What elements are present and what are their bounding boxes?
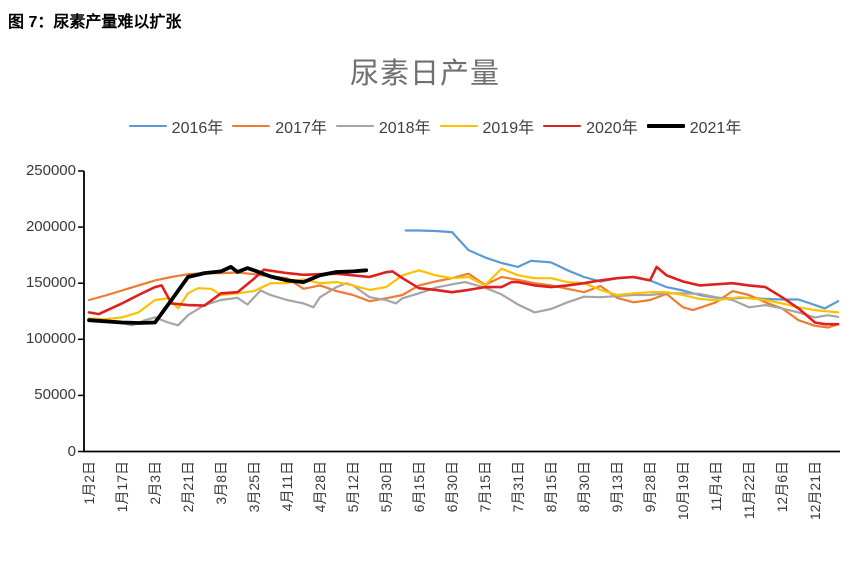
legend-label: 2018年	[378, 120, 431, 137]
x-axis-label: 5月30日	[378, 461, 394, 513]
legend-label: 2019年	[482, 120, 535, 137]
x-axis-label: 6月15日	[411, 461, 427, 513]
legend-item-2021年: 2021年	[646, 114, 742, 138]
x-axis-label: 4月11日	[279, 461, 295, 512]
x-axis-label: 9月28日	[642, 461, 658, 513]
figure-caption: 图 7：尿素产量难以扩张	[8, 14, 182, 31]
x-axis-label: 4月28日	[312, 461, 328, 513]
x-axis-label: 1月2日	[81, 461, 97, 505]
legend-item-2017年: 2017年	[232, 114, 327, 138]
legend-item-2020年: 2020年	[543, 114, 638, 138]
x-axis-label: 12月6日	[774, 461, 790, 513]
y-axis-label: 150000	[25, 274, 76, 292]
y-axis-label: 250000	[25, 162, 76, 179]
series-line-2021年	[87, 264, 369, 325]
x-axis-label: 8月30日	[576, 461, 592, 513]
legend-swatch	[543, 124, 582, 128]
x-axis-label: 9月13日	[609, 461, 625, 513]
series-line-2018年	[87, 281, 840, 327]
x-axis-label: 7月15日	[477, 461, 493, 513]
legend-label: 2016年	[171, 120, 224, 137]
x-axis-label: 2月3日	[147, 461, 163, 505]
legend-label: 2017年	[275, 120, 327, 137]
x-axis-label: 1月17日	[114, 461, 130, 513]
y-axis-label: 100000	[25, 330, 76, 348]
legend-label: 2020年	[586, 120, 638, 137]
x-axis-label: 3月25日	[246, 461, 262, 513]
x-axis-label: 8月15日	[543, 461, 559, 513]
chart-title: 尿素日产量	[349, 56, 500, 90]
x-axis-label: 11月4日	[708, 461, 724, 512]
legend-item-2016年: 2016年	[128, 114, 224, 138]
legend-swatch	[232, 124, 271, 128]
legend-item-2018年: 2018年	[335, 114, 431, 138]
y-axis-label: 0	[67, 442, 76, 460]
legend-swatch	[439, 124, 478, 128]
legend-item-2019年: 2019年	[439, 114, 535, 138]
x-axis-label: 2月21日	[180, 461, 196, 513]
series-line-2019年	[87, 267, 840, 321]
x-axis-label: 12月21日	[807, 461, 823, 521]
x-axis-label: 5月12日	[345, 461, 361, 513]
y-axis-label: 50000	[34, 386, 76, 404]
y-axis-label: 200000	[25, 218, 76, 236]
legend-swatch	[335, 124, 374, 128]
legend-swatch	[128, 124, 167, 128]
chart-legend: 2016年 2017年 2018年 2019年 2020年 2021年	[55, 114, 815, 138]
legend-swatch	[646, 124, 685, 128]
x-axis-label: 11月22日	[741, 461, 757, 520]
x-axis-label: 3月8日	[213, 461, 229, 505]
x-axis-label: 7月31日	[510, 461, 526, 513]
x-axis-label: 6月30日	[444, 461, 460, 513]
series-line-2020年	[87, 265, 840, 326]
legend-label: 2021年	[689, 120, 742, 137]
x-axis-label: 10月19日	[675, 461, 691, 521]
